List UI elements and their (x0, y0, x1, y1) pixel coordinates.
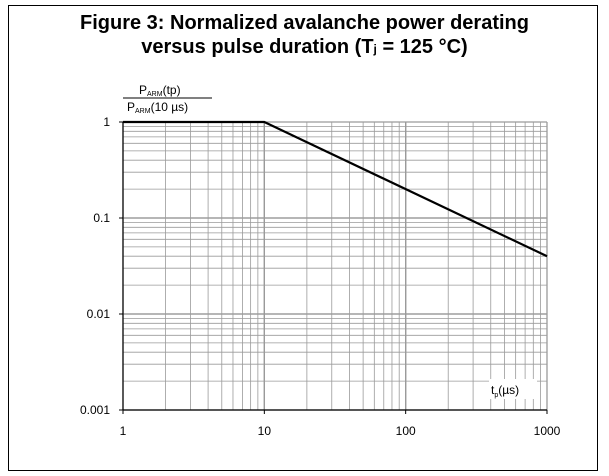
ylabel-numerator: PARM(tp) (139, 83, 181, 98)
y-tick-label: 0.001 (80, 403, 110, 417)
grid-lines (122, 121, 548, 411)
chart-title-line1: Figure 3: Normalized avalanche power der… (79, 12, 529, 34)
x-tick-label: 1000 (534, 424, 561, 438)
chart-title: Figure 3: Normalized avalanche power der… (0, 11, 609, 61)
title-line2-a: versus pulse duration (T (141, 36, 374, 58)
chart-title-line2: versus pulse duration (Tj = 125 °C) (0, 35, 609, 61)
ylabel-denominator: PARM(10 µs) (127, 100, 188, 115)
x-tick-label: 1 (120, 424, 127, 438)
y-tick-label: 0.1 (93, 211, 110, 225)
title-line2-sub: j (373, 42, 377, 56)
tick-labels: 1 10 100 1000 1 0.1 0.01 0.001 (80, 115, 561, 438)
title-line2-b: = 125 °C) (376, 36, 468, 58)
x-tick-label: 100 (396, 424, 416, 438)
y-tick-label: 0.01 (87, 307, 111, 321)
series-line (123, 120, 548, 258)
series-group (123, 120, 548, 258)
axes (119, 121, 548, 414)
xlabel-background (489, 379, 537, 399)
y-tick-label: 1 (103, 115, 110, 129)
xlabel: tp(µs) (491, 383, 519, 399)
x-tick-label: 10 (258, 424, 272, 438)
